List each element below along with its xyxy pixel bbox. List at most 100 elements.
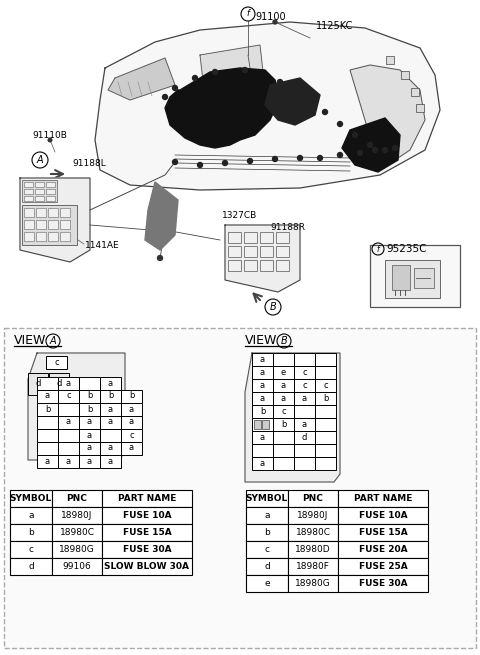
Bar xyxy=(288,541,338,558)
Circle shape xyxy=(292,90,298,94)
Bar xyxy=(22,205,77,245)
Bar xyxy=(35,196,44,201)
Text: d: d xyxy=(56,379,62,388)
Bar xyxy=(411,88,419,96)
Text: a: a xyxy=(260,355,265,364)
Bar xyxy=(288,490,338,507)
Text: A: A xyxy=(36,155,43,165)
Bar xyxy=(58,403,79,415)
Bar xyxy=(22,180,57,202)
Text: c: c xyxy=(66,392,71,400)
Bar xyxy=(79,390,100,403)
Bar xyxy=(79,441,100,455)
Bar xyxy=(392,265,410,290)
Bar xyxy=(24,232,34,241)
Text: a: a xyxy=(108,417,113,426)
Bar xyxy=(246,558,288,575)
Text: PNC: PNC xyxy=(302,494,324,503)
Circle shape xyxy=(317,155,323,160)
Bar xyxy=(58,428,79,441)
Circle shape xyxy=(368,143,372,147)
Text: b: b xyxy=(323,394,328,403)
Bar xyxy=(288,575,338,592)
Bar xyxy=(36,220,46,229)
Bar xyxy=(100,428,121,441)
Bar xyxy=(228,260,241,271)
Bar xyxy=(79,428,100,441)
Bar xyxy=(262,420,269,429)
Text: a: a xyxy=(129,417,134,426)
Bar xyxy=(58,415,79,428)
Text: c: c xyxy=(302,368,307,377)
Bar xyxy=(46,182,55,187)
Text: a: a xyxy=(45,392,50,400)
Text: PNC: PNC xyxy=(67,494,87,503)
Bar xyxy=(60,208,70,217)
Bar xyxy=(79,415,100,428)
Text: 91188R: 91188R xyxy=(270,223,305,233)
Text: b: b xyxy=(129,392,134,400)
Bar xyxy=(260,260,273,271)
Bar xyxy=(24,196,33,201)
Bar xyxy=(79,455,100,468)
Text: c: c xyxy=(281,407,286,416)
Bar xyxy=(58,390,79,403)
Bar xyxy=(10,558,52,575)
Bar xyxy=(35,182,44,187)
Bar xyxy=(100,441,121,455)
Circle shape xyxy=(337,121,343,126)
Bar xyxy=(246,490,288,507)
Bar xyxy=(4,328,476,648)
Bar xyxy=(252,431,273,444)
Circle shape xyxy=(393,145,397,151)
Text: a: a xyxy=(45,457,50,466)
Text: a: a xyxy=(28,511,34,520)
Bar xyxy=(288,524,338,541)
Text: A: A xyxy=(50,336,56,346)
Text: FUSE 30A: FUSE 30A xyxy=(123,545,171,554)
Bar xyxy=(315,353,336,366)
Text: f: f xyxy=(247,10,250,18)
Circle shape xyxy=(277,79,283,84)
Bar xyxy=(294,366,315,379)
Bar xyxy=(10,490,52,507)
Polygon shape xyxy=(95,22,440,190)
Text: PART NAME: PART NAME xyxy=(118,494,176,503)
Text: a: a xyxy=(108,443,113,453)
Circle shape xyxy=(242,67,248,73)
Bar xyxy=(338,575,428,592)
Bar xyxy=(79,403,100,415)
Text: c: c xyxy=(264,545,269,554)
Polygon shape xyxy=(265,78,320,125)
Bar xyxy=(102,524,192,541)
Text: 18980F: 18980F xyxy=(296,562,330,571)
Bar xyxy=(338,490,428,507)
Polygon shape xyxy=(165,68,280,148)
Bar xyxy=(52,524,102,541)
Bar xyxy=(315,418,336,431)
Circle shape xyxy=(273,157,277,162)
Bar xyxy=(273,379,294,392)
Text: 1125KC: 1125KC xyxy=(316,21,353,31)
Text: B: B xyxy=(270,302,276,312)
Text: 18980G: 18980G xyxy=(59,545,95,554)
Text: SYMBOL: SYMBOL xyxy=(246,494,288,503)
Text: 95235C: 95235C xyxy=(386,244,427,254)
Bar xyxy=(273,418,294,431)
Bar xyxy=(36,232,46,241)
Circle shape xyxy=(308,98,312,102)
Bar xyxy=(244,260,257,271)
Bar xyxy=(294,431,315,444)
Polygon shape xyxy=(145,182,178,250)
Bar xyxy=(228,232,241,243)
Polygon shape xyxy=(350,65,425,170)
Text: a: a xyxy=(87,457,92,466)
Text: 18980C: 18980C xyxy=(60,528,95,537)
Text: a: a xyxy=(302,420,307,429)
Text: SLOW BLOW 30A: SLOW BLOW 30A xyxy=(105,562,190,571)
Text: d: d xyxy=(302,433,307,442)
Text: a: a xyxy=(87,443,92,453)
Text: b: b xyxy=(264,528,270,537)
Text: PART NAME: PART NAME xyxy=(354,494,412,503)
Bar xyxy=(102,541,192,558)
